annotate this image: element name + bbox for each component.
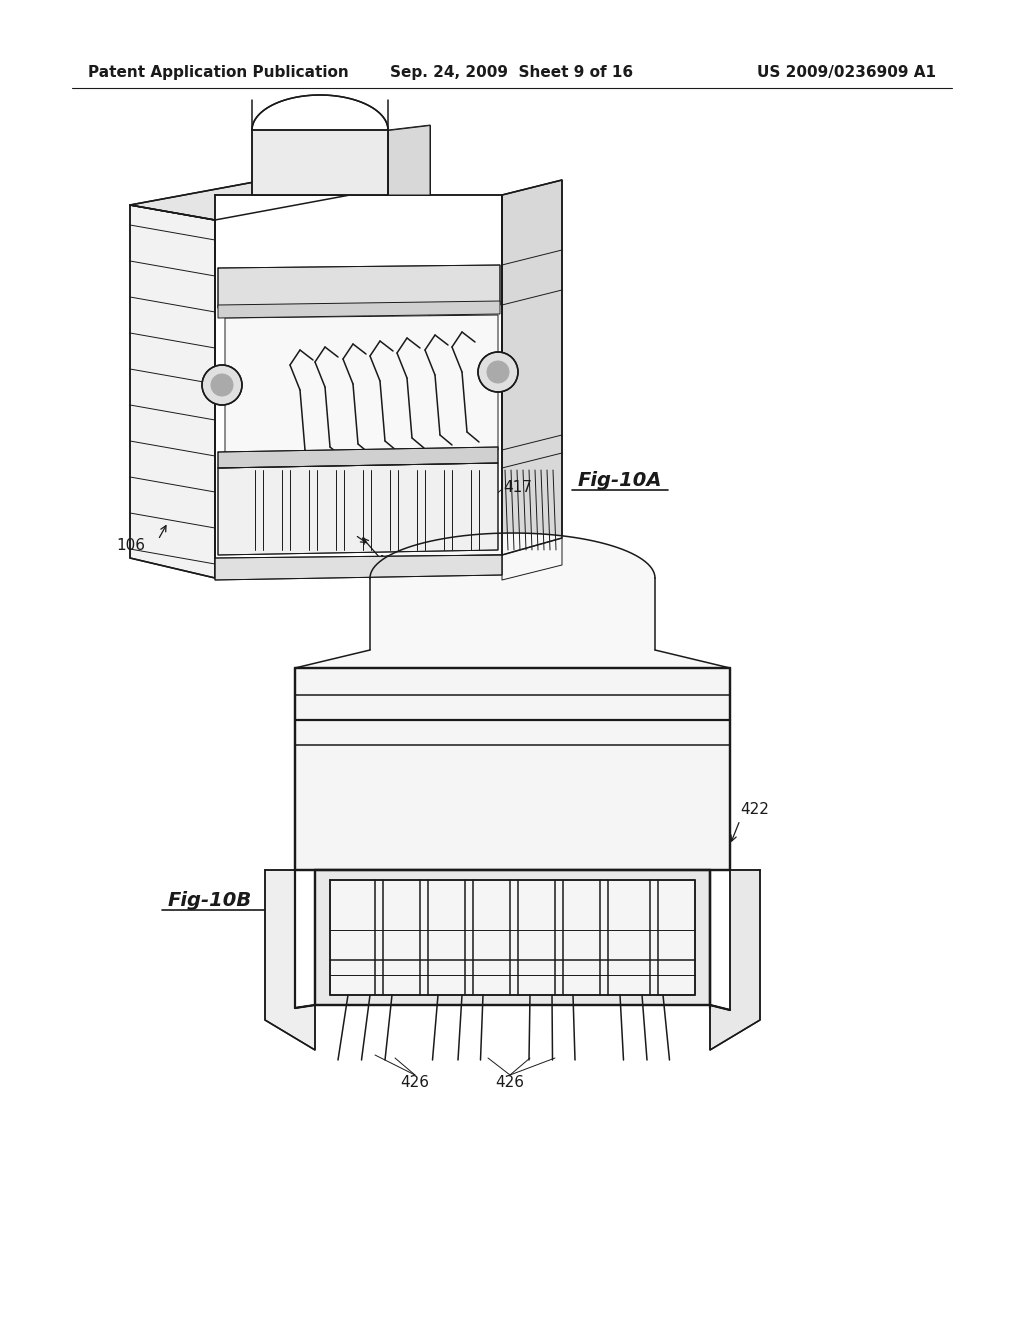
- Circle shape: [211, 374, 233, 396]
- Text: 422: 422: [301, 515, 330, 529]
- Text: Patent Application Publication: Patent Application Publication: [88, 65, 349, 79]
- Text: Fig-10A: Fig-10A: [578, 470, 663, 490]
- Polygon shape: [225, 315, 498, 455]
- Text: 424: 424: [266, 491, 295, 506]
- Polygon shape: [215, 195, 502, 560]
- Circle shape: [487, 360, 509, 383]
- Polygon shape: [265, 870, 315, 1049]
- Polygon shape: [130, 180, 350, 220]
- Polygon shape: [252, 129, 388, 195]
- Text: Fig-10B: Fig-10B: [168, 891, 252, 909]
- Text: 420: 420: [379, 297, 408, 312]
- Text: 420: 420: [418, 293, 446, 308]
- Polygon shape: [218, 265, 500, 308]
- Text: 419: 419: [376, 554, 404, 570]
- Polygon shape: [218, 463, 498, 554]
- Circle shape: [478, 352, 518, 392]
- Polygon shape: [388, 125, 430, 195]
- Polygon shape: [218, 447, 498, 469]
- Polygon shape: [710, 870, 760, 1049]
- Text: 106: 106: [116, 537, 145, 553]
- Polygon shape: [315, 870, 710, 1005]
- Polygon shape: [295, 668, 730, 870]
- Polygon shape: [502, 539, 562, 579]
- Polygon shape: [218, 301, 500, 318]
- Text: 426: 426: [400, 1074, 429, 1090]
- Text: US 2009/0236909 A1: US 2009/0236909 A1: [757, 65, 936, 79]
- Text: 422: 422: [740, 803, 769, 817]
- Polygon shape: [330, 880, 695, 995]
- Circle shape: [202, 366, 242, 405]
- Polygon shape: [215, 554, 502, 579]
- Text: 417: 417: [503, 480, 531, 495]
- Text: Sep. 24, 2009  Sheet 9 of 16: Sep. 24, 2009 Sheet 9 of 16: [390, 65, 634, 79]
- Text: 426: 426: [496, 1074, 524, 1090]
- Polygon shape: [502, 180, 562, 554]
- Text: 420: 420: [344, 308, 373, 322]
- Polygon shape: [130, 205, 215, 578]
- Polygon shape: [295, 533, 730, 668]
